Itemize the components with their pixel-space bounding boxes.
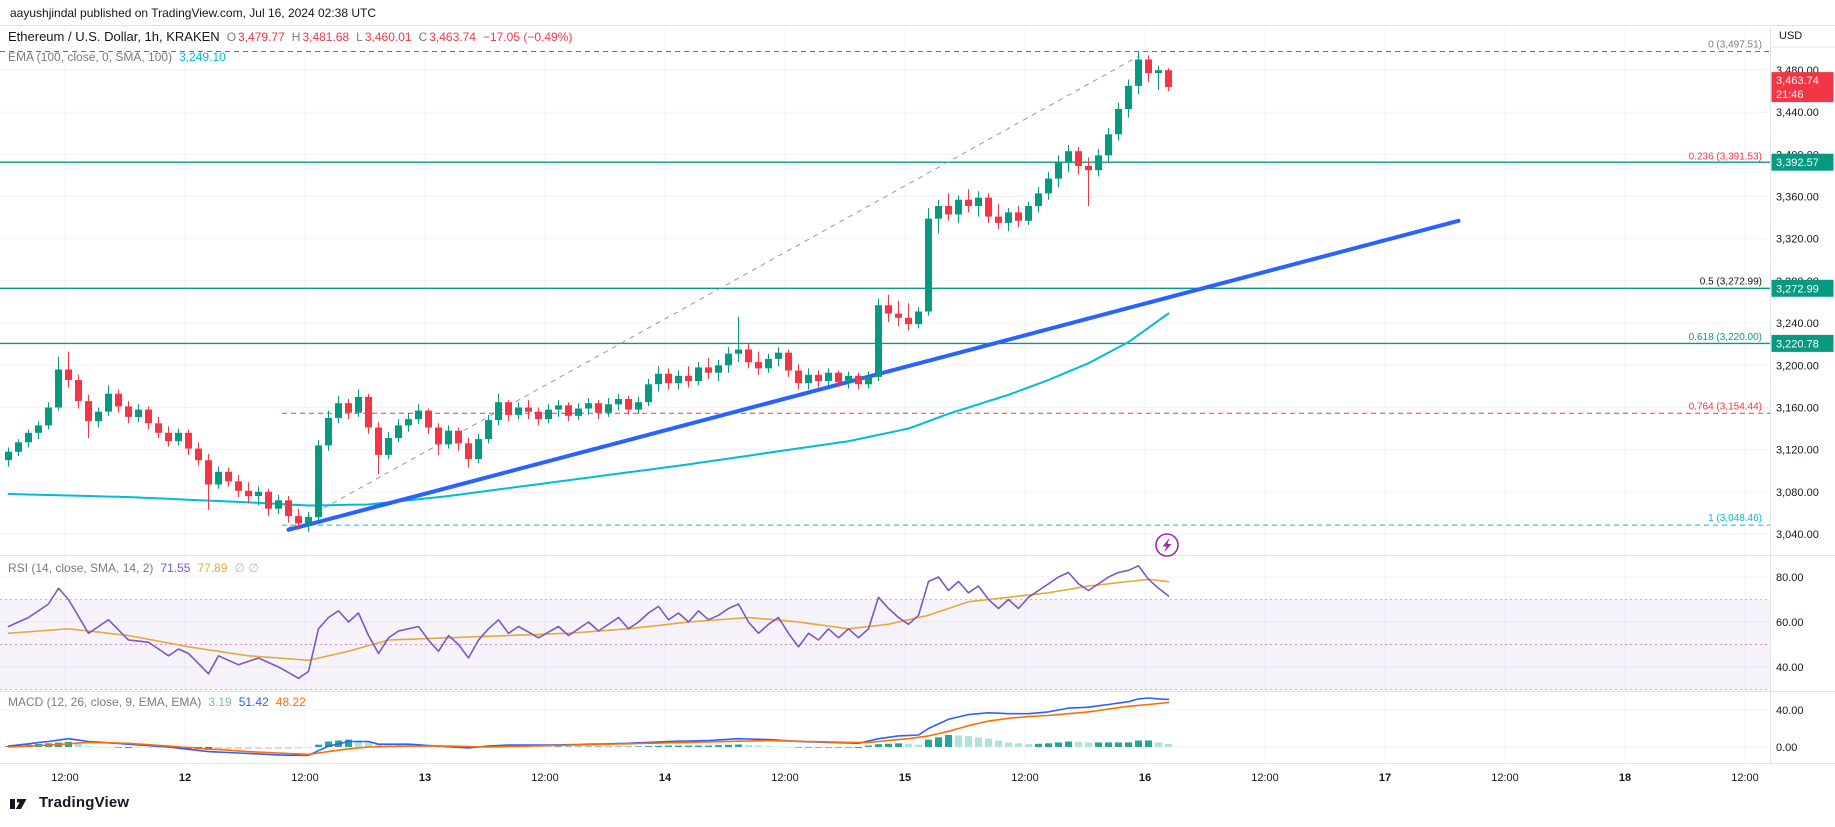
macd-line-value: 51.42 [238, 695, 269, 709]
rsi-label: RSI (14, close, SMA, 14, 2) [8, 561, 154, 575]
svg-text:3,040.00: 3,040.00 [1776, 529, 1819, 541]
svg-text:3,240.00: 3,240.00 [1776, 318, 1819, 330]
price-change: −17.05 (−0.49%) [482, 30, 573, 44]
svg-text:12:00: 12:00 [51, 772, 79, 784]
rsi-ma-value: 77.89 [197, 561, 228, 575]
level-badge [1771, 153, 1834, 171]
svg-text:3,360.00: 3,360.00 [1776, 192, 1819, 204]
bar-countdown: 21:46 [1776, 89, 1804, 101]
svg-text:12: 12 [179, 772, 191, 784]
tradingview-logo[interactable]: TradingView [10, 794, 129, 811]
svg-text:80.00: 80.00 [1776, 572, 1804, 584]
macd-legend: MACD (12, 26, close, 9, EMA, EMA) 3.19 5… [8, 695, 306, 709]
svg-text:3,120.00: 3,120.00 [1776, 445, 1819, 457]
svg-text:3,220.78: 3,220.78 [1776, 338, 1819, 350]
svg-text:18: 18 [1619, 772, 1631, 784]
svg-text:3,200.00: 3,200.00 [1776, 360, 1819, 372]
trendline-dashed[interactable] [288, 55, 1139, 529]
ohlc-high: H 3,481.68 [291, 30, 350, 44]
svg-text:0.00: 0.00 [1776, 742, 1797, 754]
ema-label: EMA (100, close, 0, SMA, 100) [8, 50, 173, 64]
pane-separators [0, 25, 1835, 764]
level-badge [1771, 279, 1834, 297]
fib-label: 0 (3,497.51) [1708, 40, 1762, 51]
svg-text:3,272.99: 3,272.99 [1776, 283, 1819, 295]
ema-legend: EMA (100, close, 0, SMA, 100) 3,249.10 [8, 50, 226, 64]
flash-icon[interactable] [1155, 533, 1179, 557]
grid-layer [0, 28, 1770, 763]
price-axis[interactable]: USD3,480.003,440.003,400.003,360.003,320… [1771, 30, 1834, 754]
tradingview-logo-text: TradingView [39, 794, 130, 811]
symbol-title: Ethereum / U.S. Dollar, 1h, KRAKEN [8, 29, 220, 44]
fib-label: 0.5 (3,272.99) [1700, 276, 1762, 287]
svg-text:14: 14 [659, 772, 672, 784]
macd-signal-line [7, 701, 1170, 756]
currency-label: USD [1779, 30, 1802, 42]
svg-text:12:00: 12:00 [1491, 772, 1519, 784]
rsi-line [7, 564, 1170, 680]
ohlc-low: L 3,460.01 [356, 30, 412, 44]
fib-label: 0.236 (3,391.53) [1689, 151, 1762, 162]
fib-label: 0.764 (3,154.44) [1689, 401, 1762, 412]
svg-text:16: 16 [1139, 772, 1151, 784]
macd-hist-value: 3.19 [208, 695, 232, 709]
level-badge [1771, 334, 1834, 352]
rsi-value: 71.55 [160, 561, 191, 575]
fib-label: 0.618 (3,220.00) [1689, 332, 1762, 343]
candles-layer [5, 52, 1172, 532]
svg-text:40.00: 40.00 [1776, 662, 1804, 674]
symbol-legend: Ethereum / U.S. Dollar, 1h, KRAKEN O 3,47… [8, 29, 572, 44]
ema100-line [7, 312, 1170, 507]
rsi-legend: RSI (14, close, SMA, 14, 2) 71.55 77.89 … [8, 561, 259, 575]
svg-text:40.00: 40.00 [1776, 705, 1804, 717]
ema-value: 3,249.10 [179, 50, 226, 64]
fib-label: 1 (3,048.46) [1708, 513, 1762, 524]
time-axis[interactable]: 12:00 12 12:00 13 12:00 14 12:00 15 12:00 16 12:00… [51, 772, 1759, 784]
svg-text:3,392.57: 3,392.57 [1776, 157, 1819, 169]
svg-text:15: 15 [899, 772, 911, 784]
svg-text:3,080.00: 3,080.00 [1776, 487, 1819, 499]
trendline-blue[interactable] [286, 218, 1461, 532]
svg-text:60.00: 60.00 [1776, 617, 1804, 629]
svg-text:3,463.74: 3,463.74 [1776, 75, 1819, 87]
attribution: aayushjindal published on TradingView.co… [10, 6, 377, 20]
svg-text:3,440.00: 3,440.00 [1776, 107, 1819, 119]
svg-text:12:00: 12:00 [771, 772, 799, 784]
macd-label: MACD (12, 26, close, 9, EMA, EMA) [8, 695, 202, 709]
svg-text:17: 17 [1379, 772, 1391, 784]
svg-text:3,320.00: 3,320.00 [1776, 234, 1819, 246]
levels-layer: 0 (3,497.51) 0.236 (3,391.53) 0.5 (3,272.9… [0, 40, 1770, 526]
last-price-badge [1771, 72, 1834, 103]
svg-text:12:00: 12:00 [1731, 772, 1759, 784]
svg-text:12:00: 12:00 [1251, 772, 1279, 784]
rsi-hidden-values-icon: ∅ ∅ [234, 561, 259, 575]
macd-signal-value: 48.22 [275, 695, 306, 709]
tradingview-logo-icon [10, 799, 27, 809]
ohlc-close: C 3,463.74 [418, 30, 476, 44]
rsi-ma-line [7, 578, 1170, 662]
svg-text:12:00: 12:00 [1011, 772, 1039, 784]
svg-text:12:00: 12:00 [291, 772, 319, 784]
svg-text:3,160.00: 3,160.00 [1776, 402, 1819, 414]
svg-text:12:00: 12:00 [531, 772, 559, 784]
ohlc-open: O 3,479.77 [226, 30, 285, 44]
svg-text:13: 13 [419, 772, 431, 784]
